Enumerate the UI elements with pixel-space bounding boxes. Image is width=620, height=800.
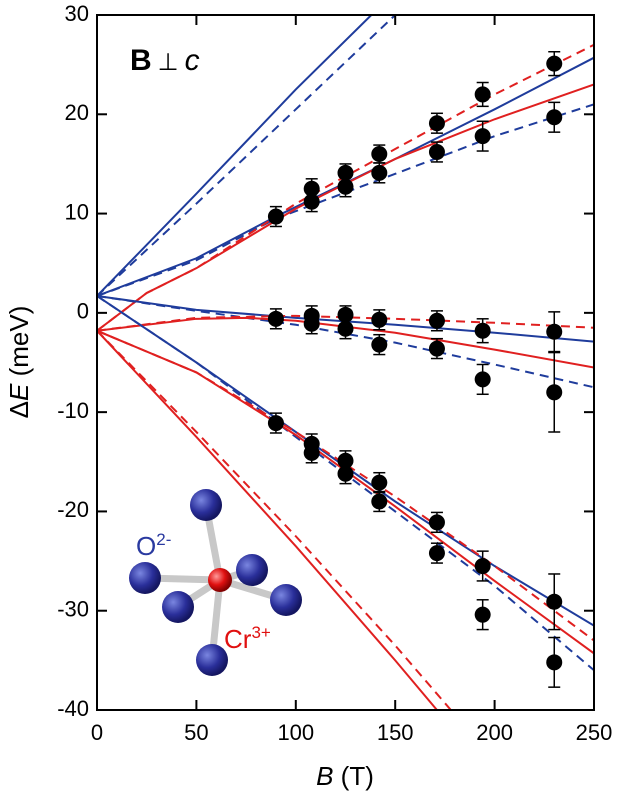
data-point: [546, 109, 563, 126]
data-point: [546, 384, 563, 401]
y-tick-label: 20: [65, 100, 89, 125]
x-tick-label: 100: [277, 720, 314, 745]
oxygen-atom: [236, 554, 268, 586]
data-point: [267, 310, 284, 327]
data-point: [546, 593, 563, 610]
model-curve: [97, 330, 452, 710]
data-point: [428, 545, 445, 562]
annotation-field: B: [130, 44, 152, 77]
data-point: [303, 193, 320, 210]
data-point: [337, 320, 354, 337]
data-point: [546, 55, 563, 72]
data-point: [371, 493, 388, 510]
data-point: [474, 86, 491, 103]
y-axis-symbol: E: [4, 383, 34, 401]
model-curve: [97, 15, 373, 297]
chromium-symbol: Cr: [224, 624, 252, 654]
annotation-axis: c: [185, 44, 200, 77]
data-point: [371, 336, 388, 353]
model-curve: [97, 314, 594, 332]
data-point: [303, 180, 320, 197]
model-curve: [97, 316, 594, 369]
y-axis-delta: Δ: [4, 401, 34, 418]
y-tick-label: -40: [57, 696, 89, 721]
data-point: [474, 606, 491, 623]
model-curve: [97, 15, 396, 297]
y-tick-label: -30: [57, 597, 89, 622]
data-point: [337, 452, 354, 469]
annotation: B ⊥ c: [130, 44, 200, 77]
data-point: [371, 146, 388, 162]
data-point: [474, 322, 491, 339]
x-tick-label: 200: [476, 720, 513, 745]
y-axis-unit: (meV): [4, 306, 34, 384]
oxygen-charge: 2-: [156, 530, 171, 549]
x-tick-label: 50: [184, 720, 208, 745]
data-point: [337, 178, 354, 195]
oxygen-atom: [162, 591, 194, 623]
x-tick-label: 0: [91, 720, 103, 745]
data-point: [546, 654, 563, 671]
data-point: [303, 444, 320, 461]
chromium-charge: 3+: [251, 623, 270, 642]
oxygen-atom: [129, 562, 161, 594]
crystal-inset: O2- Cr3+: [129, 489, 302, 676]
data-point: [337, 465, 354, 482]
model-curve: [97, 43, 594, 332]
data-point: [267, 208, 284, 225]
x-tick-label: 150: [377, 720, 414, 745]
model-curve: [97, 83, 594, 332]
data-point: [371, 164, 388, 181]
y-tick-label: 30: [65, 1, 89, 26]
annotation-symbol: ⊥: [158, 49, 179, 76]
x-axis-symbol: B: [316, 761, 333, 791]
oxygen-atom: [190, 489, 222, 521]
data-point: [428, 144, 445, 161]
data-point: [303, 315, 320, 332]
plot-frame: [96, 14, 595, 711]
data-points: [267, 50, 563, 688]
data-point: [474, 128, 491, 145]
chromium-label: Cr3+: [224, 623, 271, 654]
x-axis-label: B (T): [316, 761, 374, 791]
data-point: [267, 415, 284, 432]
chromium-atom: [208, 568, 232, 592]
oxygen-atom: [270, 584, 302, 616]
x-tick-label: 250: [576, 720, 613, 745]
oxygen-atom: [196, 644, 228, 676]
oxygen-label: O2-: [136, 530, 171, 561]
data-point: [428, 115, 445, 132]
x-axis-unit: (T): [333, 761, 373, 791]
model-curve: [97, 330, 438, 710]
y-tick-label: 0: [77, 299, 89, 324]
data-point: [474, 558, 491, 575]
y-tick-label: -20: [57, 497, 89, 522]
data-point: [428, 312, 445, 329]
data-point: [428, 514, 445, 531]
y-axis-label: ΔE (meV): [4, 306, 34, 419]
y-tick-label: -10: [57, 398, 89, 423]
data-point: [371, 474, 388, 491]
model-curve: [97, 294, 594, 389]
data-point: [371, 311, 388, 328]
model-curve: [97, 103, 594, 297]
model-curve: [97, 329, 594, 642]
oxygen-symbol: O: [136, 531, 156, 561]
axes: -40 -30 -20 -10 0 10 20 30 0 50 100 150 200 250: [57, 1, 612, 745]
data-point: [546, 323, 563, 340]
y-tick-label: 10: [65, 199, 89, 224]
data-point: [428, 340, 445, 357]
data-point: [474, 371, 491, 388]
